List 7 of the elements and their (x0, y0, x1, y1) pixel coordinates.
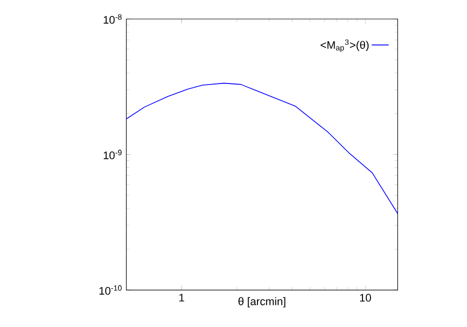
y-tick-label: 10$^{-8}$ (104, 14, 122, 24)
y-tick-label: 10$^{-9}$ (104, 150, 122, 160)
x-axis-title: θ [arcmin] (238, 297, 286, 308)
legend-label: <M$_{ap}$$^{3}$>(θ) (320, 39, 369, 52)
y-tick-label: 10$^{-10}$ (100, 285, 122, 295)
x-tick-label: 1 (179, 294, 184, 302)
x-tick-label: 10 (360, 294, 372, 302)
